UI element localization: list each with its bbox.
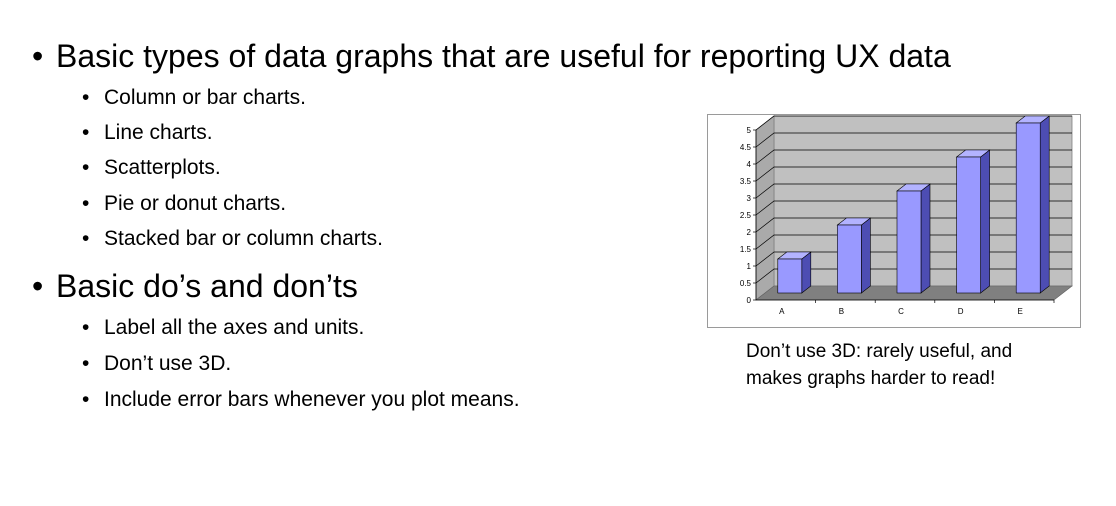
y-tick-label: 1 bbox=[747, 262, 752, 271]
bullet-dot: • bbox=[82, 86, 90, 109]
y-tick-label: 3 bbox=[747, 194, 752, 203]
bar-c bbox=[896, 190, 922, 294]
sub-bullet-text: Don’t use 3D. bbox=[104, 352, 232, 375]
bullet-dot: • bbox=[82, 352, 90, 375]
bullet-dot: • bbox=[82, 316, 90, 339]
caption-line-1: Don’t use 3D: rarely useful, and bbox=[746, 341, 1013, 362]
y-tick-label: 0 bbox=[747, 296, 752, 305]
y-tick-label: 3.5 bbox=[740, 177, 752, 186]
bullet-dot: • bbox=[82, 156, 90, 179]
bar-a bbox=[777, 258, 803, 294]
y-tick-label: 4 bbox=[747, 160, 752, 169]
sub-bullet: • Scatterplots. bbox=[82, 155, 221, 181]
sub-bullet-text: Column or bar charts. bbox=[104, 86, 306, 109]
bullet-1: • Basic types of data graphs that are us… bbox=[32, 38, 951, 74]
bar-d bbox=[956, 156, 981, 294]
bar-side-d bbox=[980, 149, 990, 294]
chart-caption: Don’t use 3D: rarely useful, and makes g… bbox=[746, 338, 1076, 392]
sub-bullet: • Don’t use 3D. bbox=[82, 351, 231, 377]
bullet-dot: • bbox=[82, 227, 90, 250]
sub-bullet-text: Line charts. bbox=[104, 121, 213, 144]
bullet-dot: • bbox=[82, 388, 90, 411]
y-tick-label: 0.5 bbox=[740, 279, 752, 288]
bullet-1-text: Basic types of data graphs that are usef… bbox=[56, 38, 951, 74]
sub-bullet: • Pie or donut charts. bbox=[82, 191, 286, 217]
sub-bullet: • Stacked bar or column charts. bbox=[82, 226, 383, 252]
bullet-dot: • bbox=[32, 38, 44, 74]
3d-column-chart: 0 0.5 1 1.5 2 2.5 3 3.5 4 4.5 5 A B C D E bbox=[740, 115, 1073, 316]
sub-bullet-text: Pie or donut charts. bbox=[104, 192, 287, 215]
x-tick-label: C bbox=[898, 307, 904, 316]
sub-bullet: • Column or bar charts. bbox=[82, 85, 306, 111]
bar-b bbox=[837, 224, 862, 294]
bullet-2: • Basic do’s and don’ts bbox=[32, 268, 358, 304]
gridline bbox=[755, 132, 1072, 148]
y-tick-label: 4.5 bbox=[740, 143, 752, 152]
bullet-dot: • bbox=[82, 121, 90, 144]
bar-side-b bbox=[861, 217, 871, 294]
x-tick-label: D bbox=[958, 307, 964, 316]
chart-frame: 0 0.5 1 1.5 2 2.5 3 3.5 4 4.5 5 A B C D E bbox=[707, 114, 1081, 328]
sub-bullet-text: Scatterplots. bbox=[104, 156, 221, 179]
sub-bullet-text: Label all the axes and units. bbox=[104, 316, 365, 339]
sub-bullet: • Include error bars whenever you plot m… bbox=[82, 387, 520, 413]
sub-bullet: • Line charts. bbox=[82, 120, 213, 146]
x-tick-label: E bbox=[1018, 307, 1023, 316]
x-tick-label: A bbox=[779, 307, 785, 316]
sub-bullet: • Label all the axes and units. bbox=[82, 315, 364, 341]
y-tick-label: 1.5 bbox=[740, 245, 752, 254]
bullet-dot: • bbox=[82, 192, 90, 215]
bullet-2-text: Basic do’s and don’ts bbox=[56, 268, 358, 304]
gridline bbox=[755, 115, 1072, 131]
y-tick-label: 2.5 bbox=[740, 211, 752, 220]
bar-side-c bbox=[920, 183, 931, 294]
caption-line-2: makes graphs harder to read! bbox=[746, 368, 996, 389]
y-tick-label: 2 bbox=[747, 228, 752, 237]
bar-e bbox=[1015, 122, 1041, 294]
sub-bullet-text: Stacked bar or column charts. bbox=[104, 227, 383, 250]
bar-side-e bbox=[1039, 115, 1050, 294]
sub-bullet-text: Include error bars whenever you plot mea… bbox=[104, 388, 520, 411]
x-tick-label: B bbox=[839, 307, 844, 316]
y-tick-label: 5 bbox=[747, 126, 752, 135]
bullet-dot: • bbox=[32, 268, 44, 304]
